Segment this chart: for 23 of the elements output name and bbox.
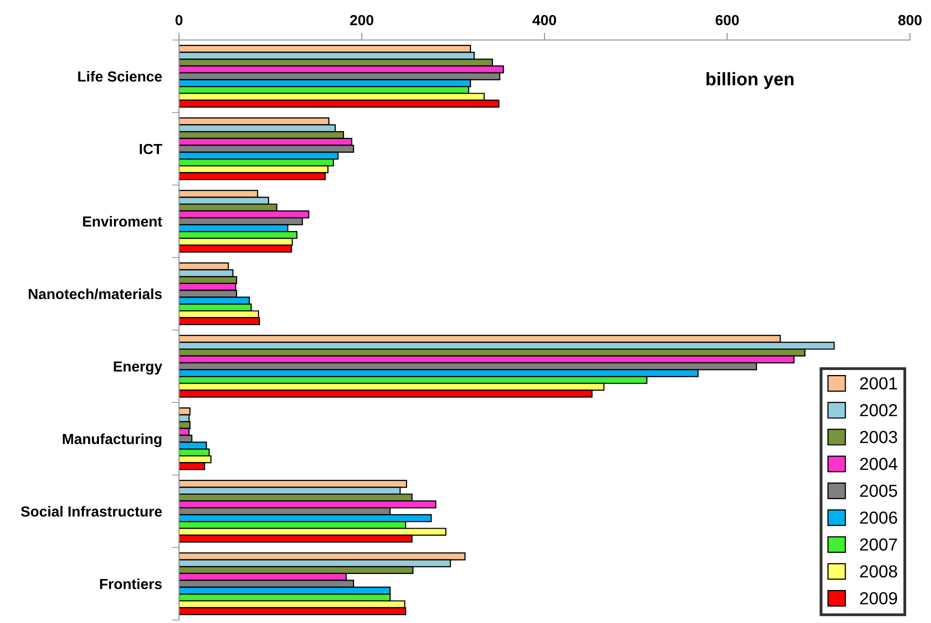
x-tick-label: 800 — [898, 14, 922, 26]
legend-label: 2007 — [860, 538, 897, 551]
legend-label: 2009 — [860, 592, 898, 604]
y-tick-label: ICT — [140, 144, 162, 154]
y-tick-label: Life Science — [78, 70, 162, 82]
annotation: billion yen — [706, 72, 794, 90]
x-tick-label: 200 — [350, 14, 374, 26]
legend-label: 2002 — [860, 404, 897, 416]
legend-label: 2008 — [860, 565, 898, 578]
legend-label: 2003 — [860, 430, 898, 444]
y-tick-label: Social Infrastructure — [20, 506, 162, 517]
y-tick-label: Frontiers — [100, 578, 162, 590]
y-tick-label: Manufacturing — [62, 433, 162, 448]
x-tick-label: 400 — [532, 14, 556, 26]
legend-label: 2004 — [860, 458, 898, 470]
legend-label: 2006 — [860, 512, 898, 524]
legend-label: 2001 — [860, 377, 898, 390]
y-tick-label: Enviroment — [83, 216, 162, 227]
x-tick-label: 0 — [176, 14, 182, 26]
y-tick-label: Energy — [114, 361, 162, 375]
y-tick-label: Nanotech/materials — [28, 288, 162, 300]
legend-label: 2005 — [860, 484, 898, 497]
x-tick-label: 600 — [716, 14, 739, 26]
